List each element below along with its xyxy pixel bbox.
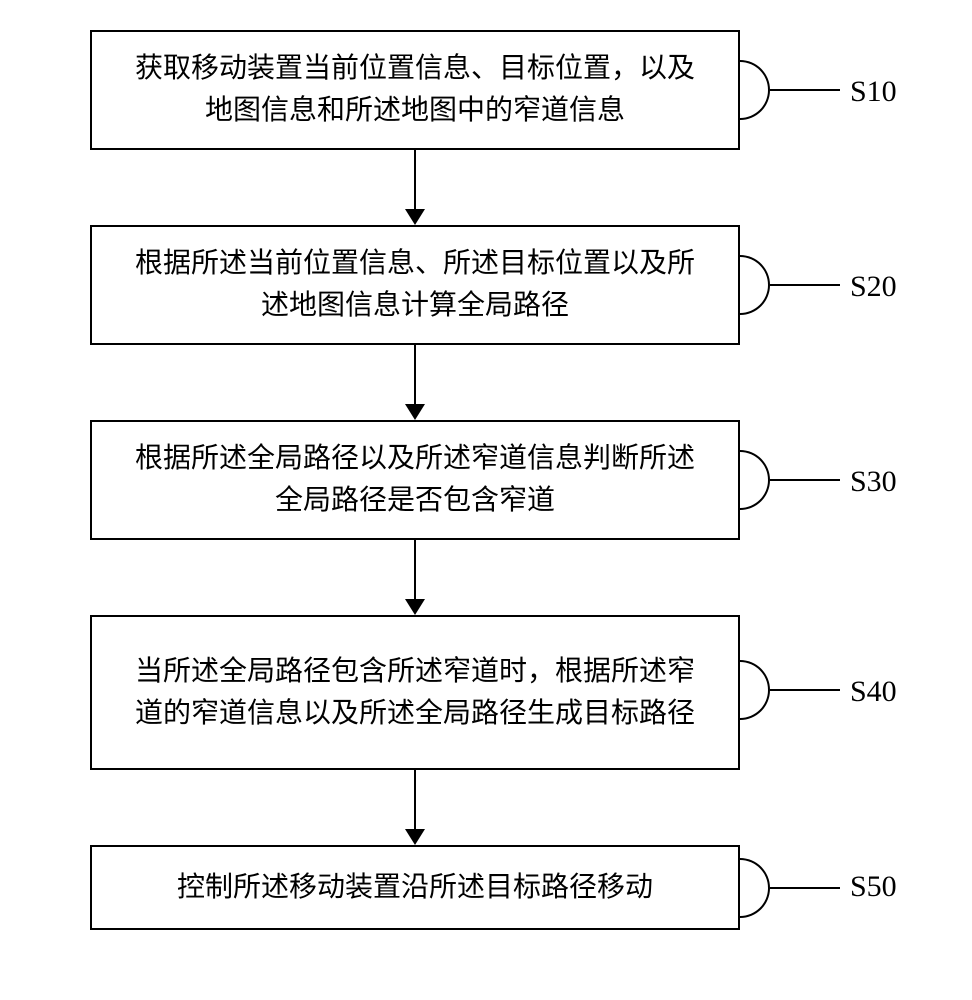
connector-arrow-icon	[405, 829, 425, 845]
label-connector-line	[770, 479, 840, 481]
step-label-s50: S50	[850, 870, 897, 904]
connector-arrow-icon	[405, 209, 425, 225]
connector-arrow-icon	[405, 599, 425, 615]
label-connector-line	[770, 89, 840, 91]
label-connector-line	[770, 887, 840, 889]
label-connector-curve	[740, 255, 770, 315]
flow-step-s10: 获取移动装置当前位置信息、目标位置，以及地图信息和所述地图中的窄道信息	[90, 30, 740, 150]
flow-step-s50: 控制所述移动装置沿所述目标路径移动	[90, 845, 740, 930]
flow-step-text: 控制所述移动装置沿所述目标路径移动	[177, 867, 653, 909]
label-connector-curve	[740, 858, 770, 918]
flowchart: 获取移动装置当前位置信息、目标位置，以及地图信息和所述地图中的窄道信息 S10 …	[0, 0, 972, 1000]
flow-step-s20: 根据所述当前位置信息、所述目标位置以及所述地图信息计算全局路径	[90, 225, 740, 345]
flow-step-s40: 当所述全局路径包含所述窄道时，根据所述窄道的窄道信息以及所述全局路径生成目标路径	[90, 615, 740, 770]
step-label-s10: S10	[850, 75, 897, 109]
flow-step-text: 当所述全局路径包含所述窄道时，根据所述窄道的窄道信息以及所述全局路径生成目标路径	[122, 651, 708, 735]
connector-line	[414, 150, 416, 209]
step-label-s20: S20	[850, 270, 897, 304]
flow-step-s30: 根据所述全局路径以及所述窄道信息判断所述全局路径是否包含窄道	[90, 420, 740, 540]
connector-line	[414, 540, 416, 599]
step-label-s40: S40	[850, 675, 897, 709]
connector-line	[414, 345, 416, 404]
connector-arrow-icon	[405, 404, 425, 420]
flow-step-text: 获取移动装置当前位置信息、目标位置，以及地图信息和所述地图中的窄道信息	[122, 48, 708, 132]
label-connector-curve	[740, 450, 770, 510]
label-connector-line	[770, 689, 840, 691]
connector-line	[414, 770, 416, 829]
flow-step-text: 根据所述全局路径以及所述窄道信息判断所述全局路径是否包含窄道	[122, 438, 708, 522]
label-connector-curve	[740, 60, 770, 120]
flow-step-text: 根据所述当前位置信息、所述目标位置以及所述地图信息计算全局路径	[122, 243, 708, 327]
label-connector-line	[770, 284, 840, 286]
step-label-s30: S30	[850, 465, 897, 499]
label-connector-curve	[740, 660, 770, 720]
